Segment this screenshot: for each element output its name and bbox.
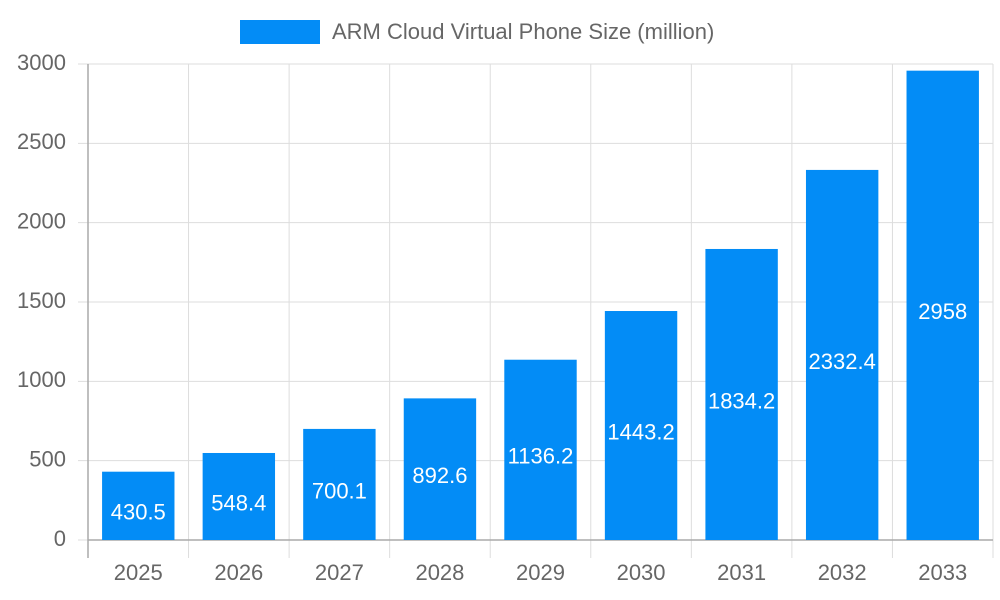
value-label: 1443.2 [607,419,674,444]
x-tick-label: 2029 [516,560,565,585]
bar [403,398,477,540]
legend-swatch [240,20,320,44]
value-label: 1136.2 [508,444,574,469]
x-tick-label: 2030 [617,560,666,585]
bar [504,359,577,540]
y-tick-label: 3000 [17,50,66,75]
bar [102,471,175,540]
value-label: 2958 [918,299,967,324]
x-tick-label: 2033 [918,560,967,585]
value-label: 892.6 [412,463,467,488]
x-tick-label: 2027 [315,560,364,585]
value-label: 700.1 [312,478,367,503]
value-label: 1834.2 [708,388,775,413]
bar [303,428,376,540]
bar [906,70,979,540]
value-label: 2332.4 [809,349,876,374]
bar [705,248,778,540]
y-tick-label: 1000 [17,367,66,392]
x-tick-label: 2028 [415,560,464,585]
y-tick-label: 0 [54,526,66,551]
y-tick-label: 2500 [17,129,66,154]
x-tick-label: 2031 [717,560,766,585]
value-label: 548.4 [211,490,266,515]
x-tick-label: 2025 [114,560,163,585]
value-label: 430.5 [111,500,166,525]
bar [604,311,678,540]
x-tick-label: 2032 [818,560,867,585]
x-tick-label: 2026 [214,560,263,585]
bar [805,169,879,540]
bar [202,452,276,540]
legend-label: ARM Cloud Virtual Phone Size (million) [332,19,714,44]
y-tick-label: 2000 [17,208,66,233]
y-tick-label: 500 [29,446,66,471]
y-tick-label: 1500 [17,288,66,313]
